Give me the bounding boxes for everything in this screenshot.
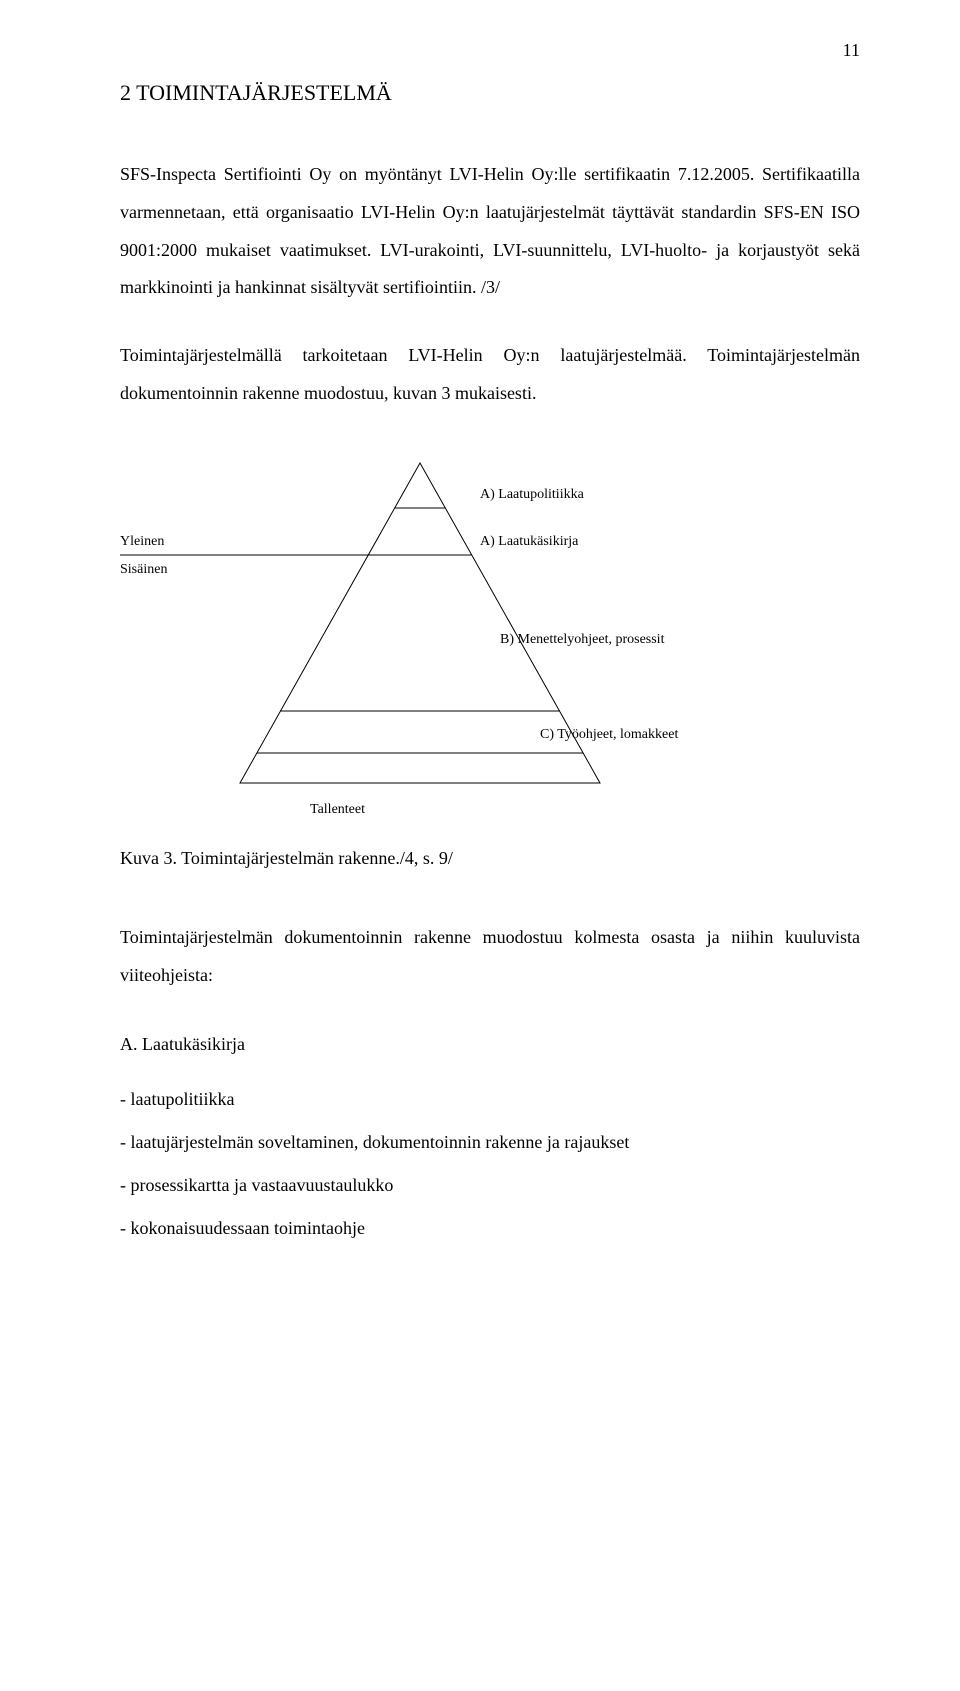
subsection-a-heading: A. Laatukäsikirja: [120, 1034, 860, 1055]
left-label-yleinen: Yleinen: [120, 534, 164, 549]
paragraph-3: Toimintajärjestelmän dokumentoinnin rake…: [120, 919, 860, 995]
figure-caption: Kuva 3. Toimintajärjestelmän rakenne./4,…: [120, 848, 860, 869]
bottom-label-tallenteet: Tallenteet: [310, 802, 365, 817]
level-b-label: B) Menettelyohjeet, prosessit: [500, 632, 665, 647]
list-item: laatujärjestelmän soveltaminen, dokument…: [120, 1128, 860, 1157]
list-item: kokonaisuudessaan toimintaohje: [120, 1214, 860, 1243]
left-label-sisainen: Sisäinen: [120, 562, 167, 577]
bullet-list: laatupolitiikka laatujärjestelmän sovelt…: [120, 1085, 860, 1242]
level-c-label: C) Työohjeet, lomakkeet: [540, 727, 678, 742]
page-number: 11: [843, 40, 860, 61]
pyramid-diagram: Yleinen Sisäinen A) Laatupolitiikka A) L…: [120, 453, 860, 828]
pyramid-svg: Yleinen Sisäinen A) Laatupolitiikka A) L…: [120, 453, 860, 823]
level-a1-label: A) Laatupolitiikka: [480, 487, 585, 502]
level-a2-label: A) Laatukäsikirja: [480, 534, 579, 549]
list-item: prosessikartta ja vastaavuustaulukko: [120, 1171, 860, 1200]
section-heading: 2 TOIMINTAJÄRJESTELMÄ: [120, 80, 860, 106]
document-page: 11 2 TOIMINTAJÄRJESTELMÄ SFS-Inspecta Se…: [0, 0, 960, 1691]
list-item: laatupolitiikka: [120, 1085, 860, 1114]
paragraph-2: Toimintajärjestelmällä tarkoitetaan LVI-…: [120, 337, 860, 413]
paragraph-1: SFS-Inspecta Sertifiointi Oy on myöntäny…: [120, 156, 860, 307]
